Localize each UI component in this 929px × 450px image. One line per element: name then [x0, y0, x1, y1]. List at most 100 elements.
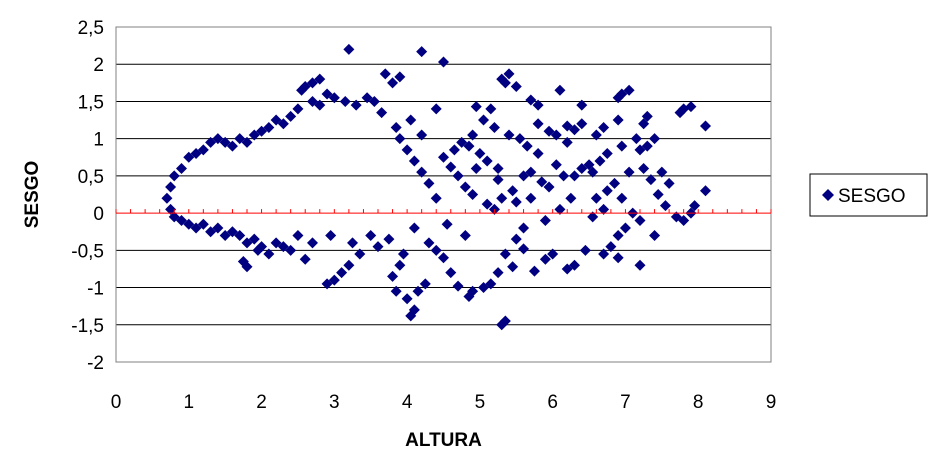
data-point — [598, 122, 610, 133]
data-point — [547, 248, 559, 260]
data-point — [492, 174, 504, 186]
data-point — [659, 200, 671, 212]
data-point — [416, 166, 428, 178]
data-point — [503, 129, 515, 141]
data-point — [347, 237, 359, 249]
data-point — [394, 71, 406, 83]
data-point — [165, 181, 177, 193]
data-point — [612, 114, 624, 126]
data-point — [321, 88, 333, 100]
data-point — [587, 211, 599, 223]
y-tick-label: -1,5 — [71, 316, 104, 337]
data-point — [292, 229, 304, 241]
data-point — [510, 233, 522, 245]
data-point — [263, 248, 275, 260]
data-point — [328, 92, 340, 104]
data-point — [379, 68, 391, 80]
data-point — [518, 222, 530, 234]
data-point — [474, 148, 486, 160]
data-point — [423, 237, 435, 249]
data-point — [467, 129, 479, 141]
data-point — [576, 162, 588, 174]
data-point — [234, 133, 246, 145]
data-point — [670, 211, 682, 223]
data-point — [663, 177, 675, 189]
data-point — [492, 267, 504, 279]
y-tick-label: -1 — [87, 279, 104, 300]
data-point — [343, 259, 355, 271]
data-point — [576, 99, 588, 111]
data-point — [554, 84, 566, 96]
data-point — [354, 248, 366, 260]
data-point — [569, 124, 580, 136]
data-point — [649, 133, 661, 145]
data-point — [521, 140, 533, 152]
data-point — [634, 215, 646, 227]
data-point — [641, 110, 653, 122]
data-point — [438, 151, 449, 163]
legend-marker-diamond-icon — [822, 189, 834, 201]
y-tick-label: -0,5 — [71, 241, 104, 262]
data-point — [634, 144, 646, 156]
data-point — [652, 189, 664, 200]
data-point — [525, 192, 537, 204]
y-tick-label: 0 — [93, 204, 104, 225]
data-point — [263, 122, 275, 133]
zero-line — [115, 209, 772, 214]
data-point — [197, 218, 209, 230]
data-point — [387, 270, 399, 282]
data-point — [401, 293, 413, 305]
data-point — [481, 198, 493, 210]
data-point — [445, 161, 457, 173]
data-point — [561, 136, 573, 148]
data-point — [616, 192, 628, 204]
data-point — [390, 122, 402, 133]
data-point — [579, 244, 591, 256]
data-point — [470, 162, 482, 174]
x-tick-label: 5 — [475, 392, 486, 413]
data-point — [569, 170, 580, 182]
data-point — [514, 133, 526, 145]
data-point — [423, 177, 435, 189]
data-point — [299, 253, 311, 265]
data-point — [390, 285, 402, 297]
data-point — [256, 241, 268, 253]
data-point — [507, 185, 519, 197]
y-tick-label: 0,5 — [78, 167, 104, 188]
data-point — [328, 274, 340, 286]
data-point — [248, 233, 260, 245]
data-point — [361, 92, 373, 104]
y-tick-label: 1 — [93, 130, 104, 151]
data-point — [470, 101, 482, 113]
y-tick-label: 2,5 — [78, 18, 104, 39]
data-point — [383, 233, 395, 245]
data-point — [550, 129, 562, 141]
data-point — [296, 84, 308, 96]
x-axis-title: ALTURA — [405, 430, 482, 450]
data-point — [176, 162, 187, 174]
data-point — [350, 99, 362, 111]
data-point — [485, 103, 497, 115]
data-point — [452, 280, 464, 292]
data-point — [499, 248, 511, 260]
data-point — [270, 237, 282, 249]
data-point — [412, 285, 424, 297]
data-point — [528, 265, 540, 277]
data-point — [601, 148, 613, 160]
y-tick-label: -2 — [87, 353, 104, 374]
data-point — [561, 263, 573, 275]
data-point — [285, 110, 297, 122]
data-point — [609, 177, 621, 189]
plot-area-frame — [115, 26, 772, 363]
data-point — [623, 166, 635, 178]
data-point — [376, 107, 388, 119]
data-point — [408, 222, 420, 234]
data-point — [554, 203, 566, 215]
data-point — [638, 162, 650, 174]
data-point — [430, 244, 442, 256]
data-point — [576, 118, 588, 130]
data-point — [321, 278, 333, 290]
data-point — [405, 310, 417, 322]
data-point — [339, 95, 351, 107]
data-point — [445, 267, 457, 279]
